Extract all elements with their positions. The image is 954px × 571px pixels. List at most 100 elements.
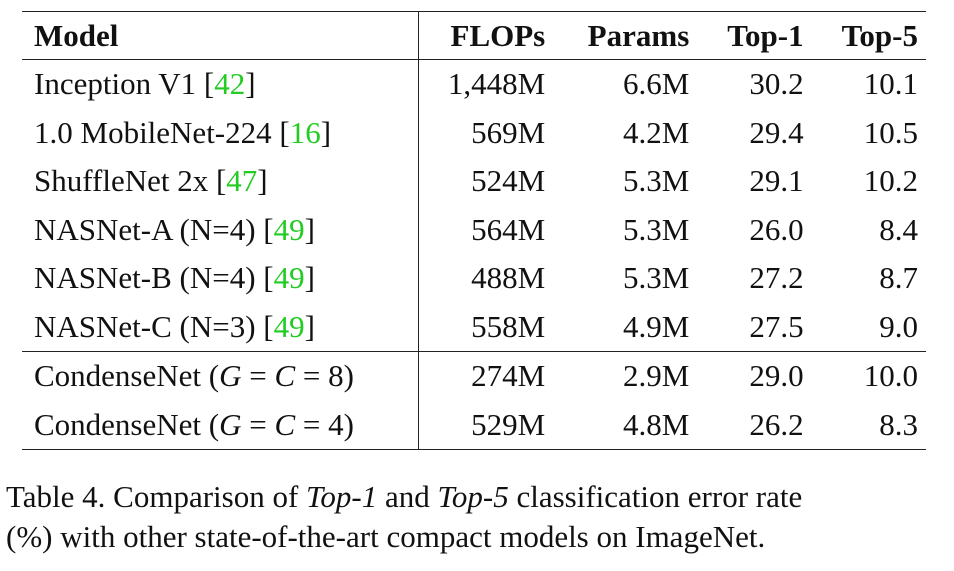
table-row: 1.0 MobileNet-224 [16] 569M 4.2M 29.4 10.5: [22, 108, 926, 157]
header-top5: Top-5: [811, 11, 926, 60]
model-name: NASNet-C (N=3): [34, 308, 264, 344]
top1-cell: 27.5: [749, 308, 804, 344]
citation-link[interactable]: 42: [214, 66, 246, 102]
model-name-cell: NASNet-A (N=4) [49]: [22, 205, 419, 254]
math-var-c: C: [274, 358, 296, 394]
citation-open-bracket: [: [263, 211, 274, 247]
params-cell: 2.9M: [553, 351, 698, 401]
math-equals: =: [295, 406, 329, 442]
model-name-cell: NASNet-B (N=4) [49]: [22, 254, 419, 303]
baseline-rows: Inception V1 [42] 1,448M 6.6M 30.2 10.1 1.0 M…: [22, 59, 926, 352]
citation-close-bracket: ]: [245, 66, 256, 102]
citation-open-bracket: [: [263, 308, 274, 344]
citation-close-bracket: ]: [257, 163, 268, 199]
model-name-cell: Inception V1 [42]: [22, 59, 419, 109]
top5-cell: 10.1: [811, 59, 926, 109]
top1-cell: 29.4: [749, 114, 804, 150]
citation-open-bracket: [: [203, 66, 215, 102]
table-caption: Table 4. Comparison of Top-1 and Top-5 c…: [6, 477, 948, 557]
caption-suffix: classification error rate: [508, 479, 803, 514]
table-row: ShuffleNet 2x [47] 524M 5.3M 29.1 10.2: [22, 157, 926, 206]
model-name: Inception V1: [34, 66, 204, 102]
citation-link[interactable]: 49: [273, 308, 305, 344]
math-equals: =: [295, 358, 329, 394]
caption-term-top5: Top-5: [437, 479, 509, 514]
citation-close-bracket: ]: [304, 308, 315, 344]
table-row: NASNet-B (N=4) [49] 488M 5.3M 27.2 8.7: [22, 254, 926, 303]
model-name: CondenseNet (: [34, 406, 220, 442]
model-name: CondenseNet (: [34, 358, 220, 394]
citation-close-bracket: ]: [320, 114, 332, 150]
params-cell: 5.3M: [622, 163, 690, 199]
top1-cell: 26.2: [697, 400, 812, 450]
comparison-table: Model FLOPs Params Top-1 Top-5 Inception…: [22, 11, 926, 450]
top5-cell: 8.3: [811, 400, 926, 450]
math-equals: =: [241, 358, 275, 394]
top5-cell: 8.4: [879, 211, 918, 247]
results-table-container: Model FLOPs Params Top-1 Top-5 Inception…: [22, 11, 926, 450]
caption-middle: and: [377, 479, 438, 514]
math-var-g: G: [219, 358, 242, 394]
top1-cell: 26.0: [749, 211, 804, 247]
model-name: NASNet-A (N=4): [34, 211, 264, 247]
citation-link[interactable]: 49: [273, 211, 305, 247]
close-paren: ): [343, 358, 354, 394]
top1-cell: 27.2: [749, 260, 804, 296]
flops-cell: 524M: [471, 163, 546, 199]
flops-cell: 274M: [418, 351, 554, 401]
citation-link[interactable]: 16: [289, 114, 321, 150]
params-cell: 4.2M: [622, 114, 690, 150]
top5-cell: 9.0: [879, 308, 918, 344]
top1-cell: 30.2: [697, 59, 812, 109]
caption-line2: (%) with other state-of-the-art compact …: [6, 519, 766, 554]
condensenet-rows: CondenseNet (G = C = 8) 274M 2.9M 29.0 10.0 C…: [22, 351, 926, 450]
math-value: 4: [328, 406, 344, 442]
params-cell: 4.8M: [553, 400, 698, 450]
table-row: CondenseNet (G = C = 4) 529M 4.8M 26.2 8.3: [22, 400, 926, 450]
params-cell: 5.3M: [622, 260, 690, 296]
top5-cell: 10.2: [863, 163, 918, 199]
math-var-g: G: [219, 406, 242, 442]
table-row: NASNet-A (N=4) [49] 564M 5.3M 26.0 8.4: [22, 205, 926, 254]
model-name-cell: ShuffleNet 2x [47]: [22, 157, 419, 206]
table-row: NASNet-C (N=3) [49] 558M 4.9M 27.5 9.0: [22, 302, 926, 352]
math-var-c: C: [274, 406, 296, 442]
model-name-cell: 1.0 MobileNet-224 [16]: [22, 108, 419, 157]
header-top1: Top-1: [697, 11, 812, 60]
caption-prefix: Table 4. Comparison of: [6, 479, 307, 514]
top1-cell: 29.0: [697, 351, 812, 401]
top5-cell: 10.0: [811, 351, 926, 401]
top5-cell: 8.7: [879, 260, 918, 296]
flops-cell: 529M: [418, 400, 554, 450]
close-paren: ): [343, 406, 354, 442]
params-cell: 4.9M: [622, 308, 690, 344]
header-model: Model: [22, 11, 419, 60]
flops-cell: 569M: [471, 114, 546, 150]
header-flops: FLOPs: [418, 11, 554, 60]
header-params: Params: [553, 11, 698, 60]
math-equals: =: [241, 406, 275, 442]
model-name-cell: CondenseNet (G = C = 4): [22, 400, 419, 450]
caption-term-top1: Top-1: [306, 479, 378, 514]
model-name-cell: CondenseNet (G = C = 8): [22, 351, 419, 401]
math-value: 8: [328, 358, 344, 394]
citation-link[interactable]: 47: [226, 163, 258, 199]
table-row: Inception V1 [42] 1,448M 6.6M 30.2 10.1: [22, 59, 926, 109]
top5-cell: 10.5: [863, 114, 918, 150]
params-cell: 5.3M: [622, 211, 690, 247]
table-header-row: Model FLOPs Params Top-1 Top-5: [22, 11, 926, 60]
model-name: NASNet-B (N=4): [34, 260, 264, 296]
model-name: ShuffleNet 2x: [34, 163, 216, 199]
flops-cell: 1,448M: [418, 59, 554, 109]
model-name: 1.0 MobileNet-224: [34, 114, 280, 150]
params-cell: 6.6M: [553, 59, 698, 109]
flops-cell: 488M: [471, 260, 546, 296]
citation-open-bracket: [: [215, 163, 227, 199]
citation-open-bracket: [: [279, 114, 290, 150]
citation-open-bracket: [: [263, 260, 274, 296]
top1-cell: 29.1: [749, 163, 804, 199]
table-row: CondenseNet (G = C = 8) 274M 2.9M 29.0 10.0: [22, 351, 926, 401]
citation-link[interactable]: 49: [273, 260, 305, 296]
flops-cell: 564M: [471, 211, 546, 247]
citation-close-bracket: ]: [304, 211, 315, 247]
